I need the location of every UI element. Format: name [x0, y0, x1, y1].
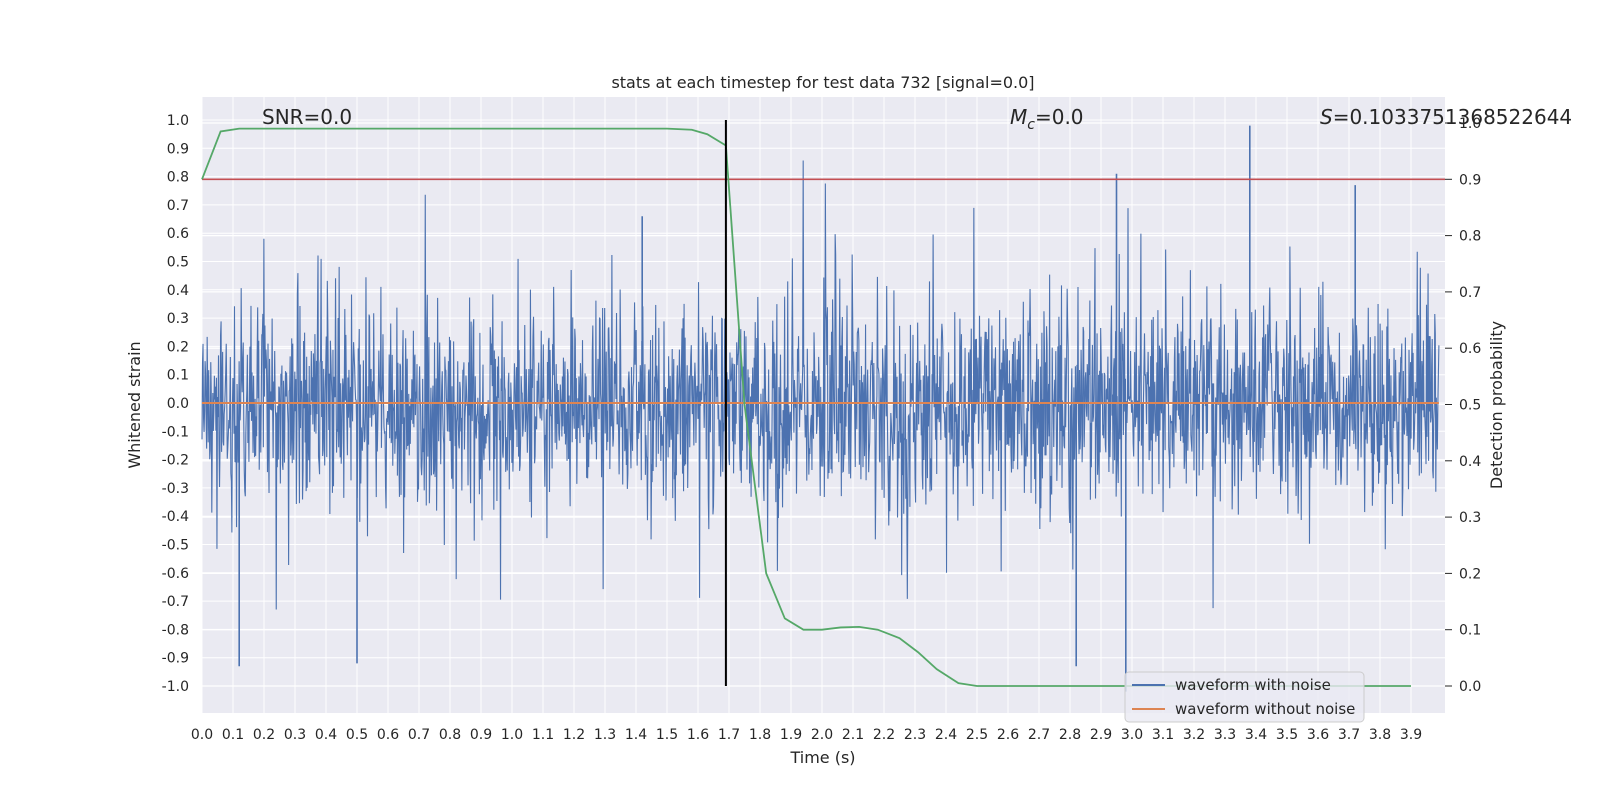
x-tick-label: 3.2 — [1183, 727, 1205, 743]
x-tick-label: 2.4 — [935, 727, 957, 743]
x-tick-label: 2.2 — [873, 727, 895, 743]
x-tick-label: 2.5 — [966, 727, 988, 743]
x-tick-label: 0.1 — [222, 727, 244, 743]
x-tick-label: 2.1 — [842, 727, 864, 743]
mc-subscript: c — [1027, 117, 1035, 133]
mc-symbol: M — [1010, 105, 1027, 129]
waveform-with-noise-line — [201, 160, 1440, 610]
x-tick-label: 1.6 — [687, 727, 709, 743]
y-tick-label: 0.8 — [167, 170, 189, 186]
s-value: =0.1033751368522644 — [1333, 105, 1572, 129]
y-tick-label: 1.0 — [167, 113, 189, 129]
x-tick-label: 0.3 — [284, 727, 306, 743]
y2-tick-label: 0.6 — [1459, 341, 1481, 357]
x-tick-label: 1.7 — [718, 727, 740, 743]
x-tick-label: 3.6 — [1307, 727, 1329, 743]
s-symbol: S — [1320, 105, 1333, 129]
x-tick-label: 2.9 — [1090, 727, 1112, 743]
x-tick-label: 3.4 — [1245, 727, 1267, 743]
y2-tick-label: 0.5 — [1459, 398, 1481, 414]
x-tick-label: 2.8 — [1059, 727, 1081, 743]
y-tick-label: -1.0 — [162, 679, 189, 695]
x-tick-label: 3.9 — [1400, 727, 1422, 743]
y-tick-label: 0.9 — [167, 141, 189, 157]
x-tick-label: 1.0 — [501, 727, 523, 743]
chirp-mass-annotation: Mc=0.0 — [1010, 105, 1084, 133]
x-axis-label: Time (s) — [789, 748, 855, 767]
y-tick-label: 0.5 — [167, 255, 189, 271]
x-tick-label: 0.0 — [191, 727, 213, 743]
y-tick-label: -0.8 — [162, 622, 189, 638]
x-tick-label: 1.9 — [780, 727, 802, 743]
x-tick-label: 1.8 — [749, 727, 771, 743]
axes: 0.0 0.1 0.2 0.3 0.4 0.5 0.6 0.7 0.8 0.9 1.0 1.1 1.2 1… — [162, 113, 1482, 743]
y-tick-label: -0.5 — [162, 538, 189, 554]
y-tick-label: -0.2 — [162, 453, 189, 469]
x-tick-label: 2.6 — [997, 727, 1019, 743]
y2-tick-label: 0.3 — [1459, 510, 1481, 526]
y-tick-label: 0.7 — [167, 198, 189, 214]
x-tick-label: 0.4 — [315, 727, 337, 743]
legend: waveform with noise waveform without noi… — [1124, 671, 1365, 723]
snr-annotation: SNR=0.0 — [262, 105, 352, 129]
x-tick-label: 1.3 — [594, 727, 616, 743]
y2-tick-label: 0.4 — [1459, 454, 1481, 470]
y2-tick-label: 0.8 — [1459, 229, 1481, 245]
s-annotation: S=0.1033751368522644 — [1320, 105, 1572, 129]
x-tick-label: 3.1 — [1152, 727, 1174, 743]
x-tick-label: 3.8 — [1369, 727, 1391, 743]
y-tick-label: -0.7 — [162, 594, 189, 610]
x-tick-label: 0.9 — [470, 727, 492, 743]
waveform-with-noise-series — [201, 125, 1440, 692]
grid — [201, 97, 1445, 713]
y-tick-label: 0.6 — [167, 226, 189, 242]
x-tick-label: 2.7 — [1028, 727, 1050, 743]
x-tick-label: 0.5 — [346, 727, 368, 743]
x-tick-label: 1.1 — [532, 727, 554, 743]
y-tick-label: -0.4 — [162, 509, 189, 525]
y-tick-label: 0.3 — [167, 311, 189, 327]
x-tick-label: 3.0 — [1121, 727, 1143, 743]
x-tick-label: 2.3 — [904, 727, 926, 743]
legend-label-clean: waveform without noise — [1175, 700, 1355, 718]
x-tick-label: 3.7 — [1338, 727, 1360, 743]
y-tick-label: -0.6 — [162, 566, 189, 582]
detection-probability-line — [201, 127, 1411, 687]
y-tick-label: -0.3 — [162, 481, 189, 497]
mc-value: =0.0 — [1035, 105, 1084, 129]
y2-tick-label: 0.1 — [1459, 623, 1481, 639]
legend-label-noise: waveform with noise — [1175, 676, 1331, 694]
x-tick-label: 1.4 — [625, 727, 647, 743]
y2-tick-label: 0.2 — [1459, 566, 1481, 582]
y2-tick-label: 0.9 — [1459, 172, 1481, 188]
y-tick-label: -0.9 — [162, 651, 189, 667]
y-axis-label: Whitened strain — [125, 341, 144, 468]
y-tick-label: 0.1 — [167, 368, 189, 384]
x-tick-label: 0.8 — [439, 727, 461, 743]
y2-axis-label: Detection probability — [1487, 321, 1506, 489]
x-tick-label: 0.2 — [253, 727, 275, 743]
legend-box — [1124, 671, 1365, 723]
x-tick-label: 1.2 — [563, 727, 585, 743]
x-tick-label: 0.7 — [408, 727, 430, 743]
x-tick-label: 0.6 — [377, 727, 399, 743]
chart-title: stats at each timestep for test data 732… — [611, 73, 1034, 92]
x-tick-label: 3.5 — [1276, 727, 1298, 743]
y2-tick-label: 1.0 — [1459, 116, 1481, 132]
y-tick-label: 0.4 — [167, 283, 189, 299]
x-tick-label: 3.3 — [1214, 727, 1236, 743]
y2-tick-label: 0.0 — [1459, 679, 1481, 695]
x-tick-label: 2.0 — [811, 727, 833, 743]
y2-tick-label: 0.7 — [1459, 285, 1481, 301]
y-tick-label: 0.2 — [167, 339, 189, 355]
overlay-lines — [201, 120, 1445, 687]
y-tick-label: 0.0 — [167, 396, 189, 412]
x-tick-label: 1.5 — [656, 727, 678, 743]
y-tick-label: -0.1 — [162, 424, 189, 440]
